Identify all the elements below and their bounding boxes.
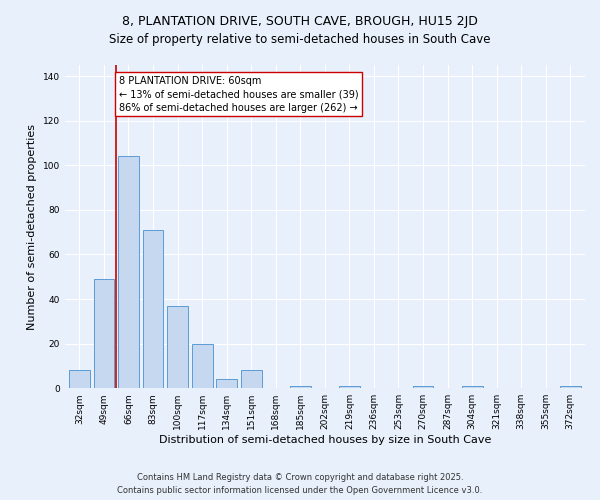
- Bar: [290, 386, 311, 388]
- Bar: [241, 370, 262, 388]
- Bar: [143, 230, 163, 388]
- Bar: [560, 386, 581, 388]
- Bar: [94, 279, 115, 388]
- Text: Size of property relative to semi-detached houses in South Cave: Size of property relative to semi-detach…: [109, 32, 491, 46]
- X-axis label: Distribution of semi-detached houses by size in South Cave: Distribution of semi-detached houses by …: [158, 435, 491, 445]
- Bar: [191, 344, 212, 388]
- Text: Contains HM Land Registry data © Crown copyright and database right 2025.
Contai: Contains HM Land Registry data © Crown c…: [118, 474, 482, 495]
- Bar: [461, 386, 482, 388]
- Bar: [118, 156, 139, 388]
- Bar: [167, 306, 188, 388]
- Bar: [413, 386, 433, 388]
- Text: 8, PLANTATION DRIVE, SOUTH CAVE, BROUGH, HU15 2JD: 8, PLANTATION DRIVE, SOUTH CAVE, BROUGH,…: [122, 15, 478, 28]
- Bar: [216, 380, 237, 388]
- Y-axis label: Number of semi-detached properties: Number of semi-detached properties: [27, 124, 37, 330]
- Bar: [339, 386, 360, 388]
- Text: 8 PLANTATION DRIVE: 60sqm
← 13% of semi-detached houses are smaller (39)
86% of : 8 PLANTATION DRIVE: 60sqm ← 13% of semi-…: [119, 76, 358, 112]
- Bar: [69, 370, 90, 388]
